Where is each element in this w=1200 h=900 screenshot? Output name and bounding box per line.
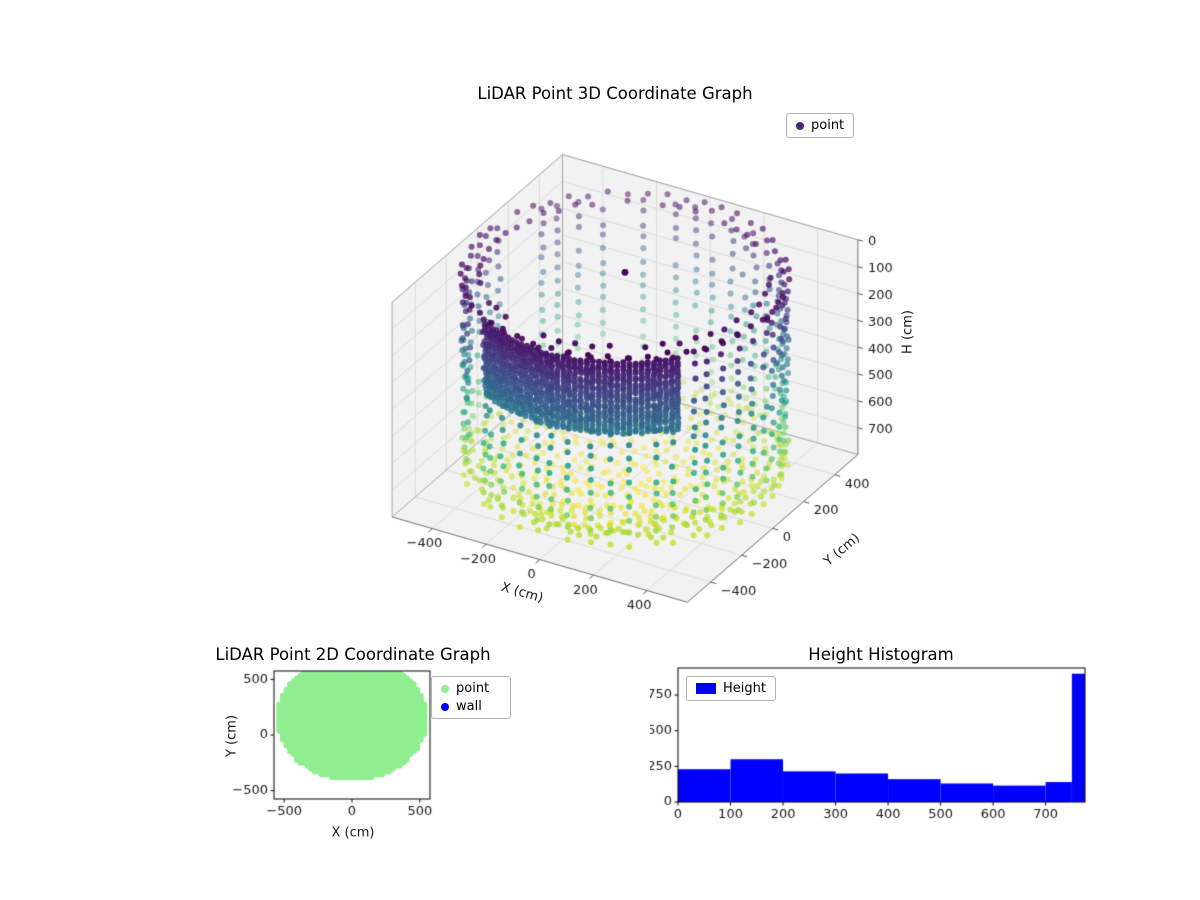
wall-marker-icon <box>441 702 449 711</box>
histogram-canvas <box>650 640 1110 860</box>
legend-label-point: point <box>811 118 845 133</box>
point-marker-icon <box>441 684 449 693</box>
legend-item-height: Height <box>696 681 766 696</box>
3d-legend: point <box>786 113 855 138</box>
histogram-legend: Height <box>686 676 776 701</box>
3d-plot-canvas <box>300 80 960 640</box>
2d-x-axis-label: X (cm) <box>331 825 375 841</box>
height-patch-icon <box>696 683 716 694</box>
legend-label-wall: wall <box>456 699 482 714</box>
point-marker-icon <box>796 121 804 130</box>
legend-label-point: point <box>456 681 490 696</box>
legend-item-point: point <box>441 681 501 696</box>
2d-y-axis-label: Y (cm) <box>224 714 240 758</box>
2d-plot-canvas <box>225 640 545 860</box>
legend-item-point: point <box>796 118 844 133</box>
2d-legend: point wall <box>431 676 511 719</box>
3d-h-axis-label: H (cm) <box>900 310 916 354</box>
legend-label-height: Height <box>723 681 766 696</box>
legend-item-wall: wall <box>441 699 501 714</box>
